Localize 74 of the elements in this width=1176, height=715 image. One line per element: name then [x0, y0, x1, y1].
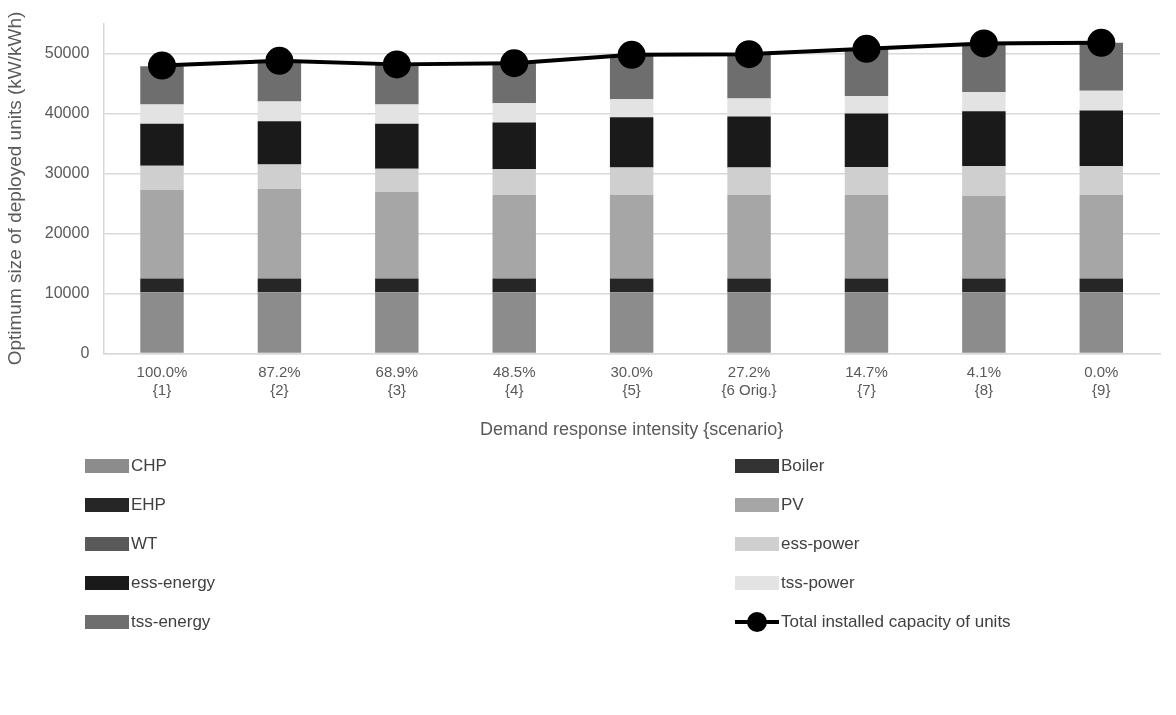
bar — [962, 292, 1006, 353]
x-tick-label: 14.7% {7} — [845, 362, 888, 398]
x-tick-label: 100.0% {1} — [136, 362, 188, 398]
legend-label: PV — [781, 495, 804, 515]
y-tick-label: 40000 — [44, 103, 90, 121]
bar — [1079, 278, 1124, 293]
bar — [140, 189, 184, 279]
bar — [962, 195, 1006, 279]
bar — [844, 292, 889, 353]
bar — [962, 91, 1006, 112]
point — [148, 51, 176, 80]
point — [265, 46, 294, 75]
point — [735, 40, 764, 69]
bar — [375, 192, 419, 279]
y-tick-label: 30000 — [44, 163, 90, 181]
bar — [257, 278, 302, 293]
bar — [962, 278, 1006, 293]
legend-label: WT — [131, 534, 158, 554]
legend-label: Total installed capacity of units — [781, 612, 1011, 632]
bar — [727, 116, 771, 168]
legend-label: tss-energy — [131, 612, 211, 632]
x-tick-label: 0.0% {9} — [1084, 362, 1119, 398]
x-axis-title: Demand response intensity {scenario} — [480, 419, 784, 440]
bar — [844, 278, 889, 293]
y-axis-title: Optimum size of deployed units (kW/kWh) — [3, 11, 25, 366]
legend-label: CHP — [131, 456, 167, 476]
legend-label: tss-power — [781, 573, 855, 593]
x-tick-label: 68.9% {3} — [375, 362, 419, 398]
y-tick-label: 10000 — [44, 283, 90, 301]
bar — [257, 292, 302, 353]
bar — [375, 292, 419, 353]
bar — [1079, 110, 1124, 167]
x-tick-label: 4.1% {8} — [966, 362, 1001, 398]
x-tick-label: 48.5% {4} — [492, 362, 536, 398]
bar — [492, 292, 536, 353]
point — [617, 40, 646, 69]
bar — [375, 278, 419, 293]
bar — [140, 292, 184, 353]
bar — [492, 278, 536, 293]
point — [500, 49, 529, 78]
bar — [962, 111, 1006, 167]
bar — [257, 189, 302, 279]
bar — [140, 278, 184, 293]
bar — [844, 113, 889, 167]
legend-label: ess-energy — [131, 573, 216, 593]
bar — [492, 195, 536, 279]
y-tick-label: 20000 — [44, 223, 90, 241]
point — [382, 50, 411, 79]
legend-label: EHP — [131, 495, 166, 515]
bar — [727, 195, 771, 279]
bar — [727, 278, 771, 293]
bar — [1079, 292, 1124, 353]
bar — [257, 121, 302, 165]
legend-label: Boiler — [781, 456, 825, 476]
bar — [609, 292, 654, 353]
y-tick-label: 0 — [80, 343, 90, 361]
bar — [609, 117, 654, 168]
y-tick-label: 50000 — [44, 43, 90, 61]
x-tick-label: 27.2% {6 Orig.} — [721, 362, 777, 398]
point — [969, 29, 998, 58]
bar — [492, 122, 536, 170]
bar — [609, 195, 654, 279]
bar — [609, 278, 654, 293]
bar — [140, 123, 184, 166]
x-tick-label: 87.2% {2} — [258, 362, 301, 398]
legend-label: ess-power — [781, 534, 860, 554]
point — [1087, 28, 1116, 57]
bar — [375, 123, 419, 169]
point — [852, 34, 881, 63]
bar — [1079, 195, 1124, 279]
bar — [844, 195, 889, 279]
bar — [1079, 90, 1124, 111]
bar — [727, 292, 771, 353]
x-tick-label: 30.0% {5} — [610, 362, 653, 398]
